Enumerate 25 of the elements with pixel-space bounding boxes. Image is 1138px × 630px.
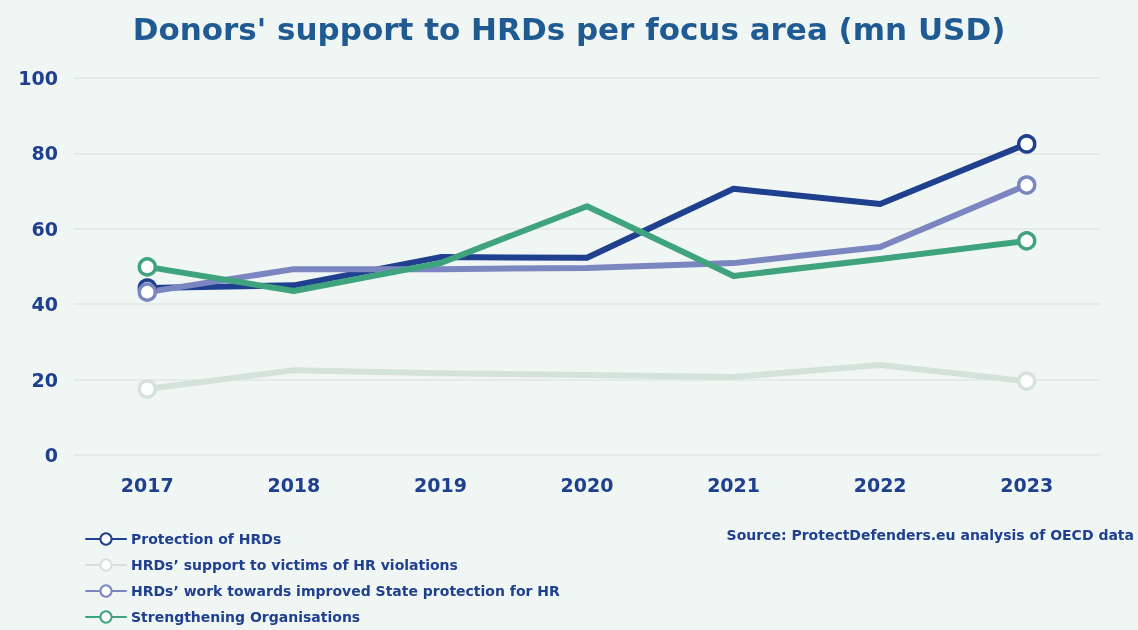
y-tick-label: 80 [31, 142, 58, 165]
x-tick-label: 2017 [120, 473, 174, 496]
y-tick-label: 0 [44, 444, 58, 466]
y-tick-label: 60 [31, 217, 58, 240]
legend-label: HRDs’ work towards improved State protection for HR [131, 583, 561, 599]
point [1016, 231, 1037, 251]
y-tick-label: 100 [18, 67, 58, 89]
point [1016, 371, 1037, 391]
legend-label: Protection of HRDs [131, 531, 282, 547]
legend-label: HRDs’ support to victims of HR violations [131, 557, 458, 573]
x-tick-label: 2023 [1000, 473, 1054, 496]
y-tick-label: 20 [31, 368, 58, 391]
chart-title: Donors' support to HRDs per focus area (mn USD) [132, 10, 1006, 47]
x-tick-label: 2022 [853, 473, 907, 496]
point [137, 257, 158, 277]
source-note: Source: ProtectDefenders.eu analysis of OECD data [726, 527, 1135, 543]
point [1016, 134, 1037, 154]
y-tick-label: 40 [31, 293, 58, 316]
x-tick-label: 2018 [267, 473, 321, 496]
x-tick-label: 2019 [413, 473, 467, 496]
x-tick-label: 2020 [560, 473, 614, 496]
point [137, 379, 158, 399]
x-tick-label: 2021 [707, 473, 761, 496]
legend-label: Strengthening Organisations [131, 609, 361, 625]
point [1016, 175, 1037, 195]
